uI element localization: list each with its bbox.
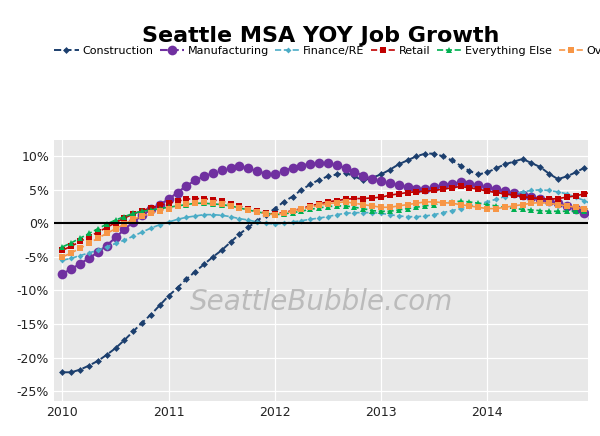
Construction <box>271 206 278 211</box>
Overall <box>200 199 208 204</box>
Retail <box>377 194 385 200</box>
Retail <box>554 196 562 201</box>
Finance/RE <box>271 221 278 227</box>
Overall <box>386 204 394 210</box>
Everything Else <box>271 212 278 217</box>
Construction <box>59 370 66 375</box>
Line: Overall: Overall <box>59 198 600 260</box>
Line: Construction: Construction <box>60 146 600 375</box>
Manufacturing <box>563 203 571 208</box>
Manufacturing <box>316 160 323 166</box>
Finance/RE <box>404 214 411 219</box>
Legend: Construction, Manufacturing, Finance/RE, Retail, Everything Else, Overall: Construction, Manufacturing, Finance/RE,… <box>54 46 600 56</box>
Overall <box>413 201 420 206</box>
Text: SeattleBubble.com: SeattleBubble.com <box>190 288 452 316</box>
Retail <box>200 196 208 201</box>
Construction <box>404 158 411 163</box>
Everything Else <box>404 206 411 211</box>
Retail <box>271 211 278 217</box>
Manufacturing <box>200 174 208 179</box>
Manufacturing <box>386 181 394 186</box>
Construction <box>200 262 208 267</box>
Finance/RE <box>563 191 571 197</box>
Manufacturing <box>271 171 278 176</box>
Line: Finance/RE: Finance/RE <box>61 188 600 262</box>
Overall <box>59 254 66 259</box>
Overall <box>209 201 217 206</box>
Construction <box>377 172 385 177</box>
Everything Else <box>200 201 208 206</box>
Overall <box>280 211 287 216</box>
Everything Else <box>377 209 385 214</box>
Retail <box>59 248 66 253</box>
Finance/RE <box>59 258 66 263</box>
Finance/RE <box>200 212 208 217</box>
Everything Else <box>59 244 66 249</box>
Manufacturing <box>413 187 420 192</box>
Retail <box>404 190 411 195</box>
Everything Else <box>457 199 464 204</box>
Everything Else <box>563 209 571 214</box>
Construction <box>554 177 562 182</box>
Finance/RE <box>536 187 544 192</box>
Finance/RE <box>377 211 385 216</box>
Manufacturing <box>59 271 66 276</box>
Line: Retail: Retail <box>59 177 600 254</box>
Overall <box>563 203 571 208</box>
Text: Seattle MSA YOY Job Growth: Seattle MSA YOY Job Growth <box>142 26 500 46</box>
Line: Manufacturing: Manufacturing <box>58 158 600 279</box>
Line: Everything Else: Everything Else <box>59 198 600 250</box>
